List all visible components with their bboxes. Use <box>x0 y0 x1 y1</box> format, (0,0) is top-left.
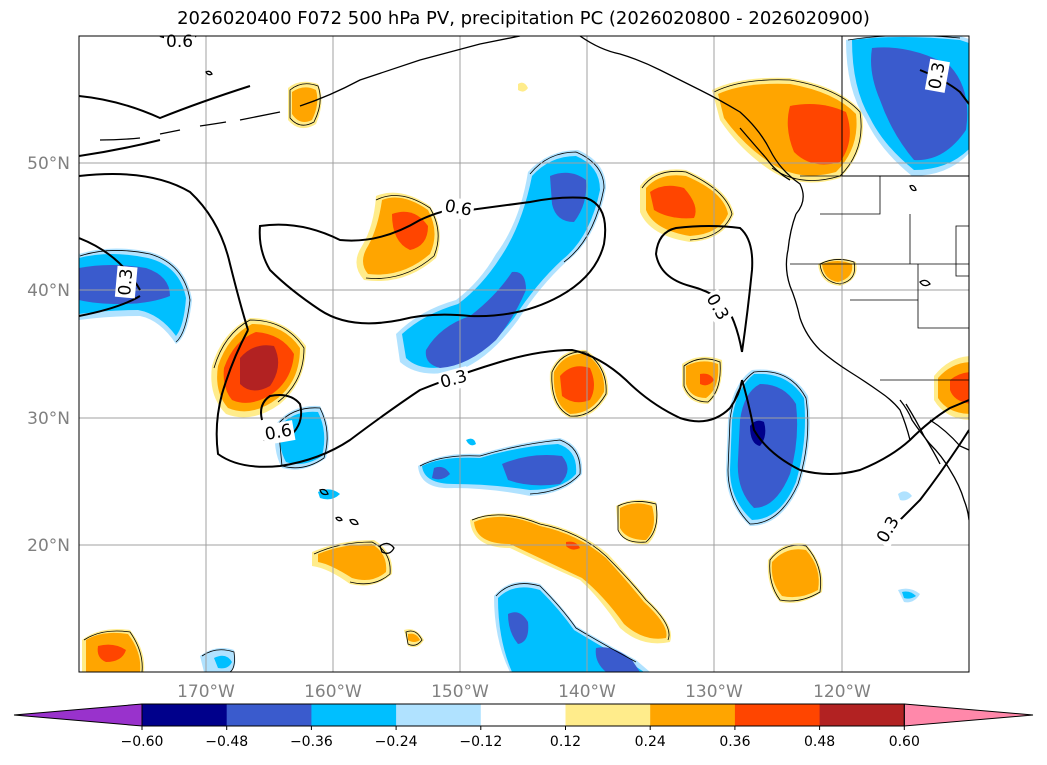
contour-label-halo <box>924 58 950 93</box>
colorbar-swatch <box>819 704 905 726</box>
lon-tick-labels: 170°W 160°W 150°W 140°W 130°W 120°W <box>177 682 871 702</box>
colorbar-tick-label: 0.36 <box>719 734 750 750</box>
pv-contour-0.3 <box>79 173 249 331</box>
colorbar-tick-label: −0.48 <box>205 734 248 750</box>
precip-negative-blob <box>595 647 640 672</box>
contour-label: 0.3 <box>925 61 949 91</box>
precip-positive-blob <box>408 633 420 642</box>
contour-label: 0.6 <box>263 421 293 445</box>
precip-positive-blob <box>560 366 594 403</box>
colorbar-extension-low <box>13 703 143 727</box>
pv-contour-0.3 <box>741 379 969 475</box>
contour-label-halo <box>700 288 734 326</box>
coastlines <box>99 36 969 554</box>
map-title: 2026020400 F072 500 hPa PV, precipitatio… <box>177 8 870 29</box>
colorbar-frame <box>141 703 905 727</box>
colorbar: −0.60 −0.48 −0.36 −0.24 −0.12 0.12 0.24 0.36 0.4… <box>13 703 1034 750</box>
colorbar-tick-label: −0.60 <box>121 734 164 750</box>
colorbar-tick-label: −0.36 <box>290 734 333 750</box>
precip-positive-blob <box>318 544 387 580</box>
colorbar-swatch <box>480 704 566 726</box>
colorbar-swatch <box>142 704 228 726</box>
lon-label-150w: 150°W <box>431 682 489 702</box>
precip-outlines <box>79 36 961 672</box>
precip-negative-blob <box>466 438 476 446</box>
precip-negative-blob <box>318 489 340 500</box>
precip-positive-blob <box>787 104 850 165</box>
precip-negative-blob <box>502 455 568 486</box>
colorbar-swatch <box>650 704 736 726</box>
lat-label-40n: 40°N <box>27 281 70 301</box>
colorbar-swatch <box>311 704 397 726</box>
precip-positive-blob <box>97 644 126 662</box>
precip-positive-blob <box>700 373 714 386</box>
lon-label-140w: 140°W <box>558 682 616 702</box>
map-frame <box>78 35 970 673</box>
contour-labels: 0.6 0.6 0.3 0.3 0.3 0.3 0.3 0.6 <box>114 32 950 549</box>
precip-positive-blob <box>518 82 528 92</box>
colorbar-tick-label: −0.24 <box>375 734 418 750</box>
contour-label-halo <box>114 265 138 299</box>
colorbar-swatch <box>396 704 482 726</box>
pv-contour-0.3 <box>79 295 141 317</box>
colorbar-swatch <box>226 704 312 726</box>
lat-label-50n: 50°N <box>27 154 70 174</box>
lon-label-120w: 120°W <box>813 682 871 702</box>
colorbar-tick-label: 0.60 <box>889 734 920 750</box>
pv-contour-0.6 <box>258 196 607 325</box>
precip-positive-blob <box>771 549 819 598</box>
lon-label-160w: 160°W <box>304 682 362 702</box>
lat-label-30n: 30°N <box>27 409 70 429</box>
precip-negative-blob <box>898 491 912 501</box>
lat-label-20n: 20°N <box>27 536 70 556</box>
colorbar-tick-label: −0.12 <box>459 734 502 750</box>
contour-label: 0.6 <box>166 32 193 52</box>
precip-positive-blob <box>650 185 696 219</box>
region-box <box>841 36 969 177</box>
contour-label: 0.6 <box>443 196 473 220</box>
lon-label-170w: 170°W <box>177 682 235 702</box>
lon-label-130w: 130°W <box>685 682 743 702</box>
precip-positive-blob <box>822 261 853 282</box>
precip-positive-blob <box>620 503 654 540</box>
precip-positive-blob <box>566 541 580 550</box>
contour-label-halo <box>164 32 196 52</box>
contour-label-halo <box>872 511 905 549</box>
precip-negative-blob <box>902 591 916 599</box>
contour-label: 0.3 <box>115 268 137 297</box>
precip-negative-blob <box>432 466 450 480</box>
pv-contour-0.6 <box>79 85 251 120</box>
colorbar-tick-label: 0.48 <box>804 734 835 750</box>
colorbar-tick-label: 0.12 <box>550 734 581 750</box>
colorbar-swatch <box>734 704 821 726</box>
colorbar-swatch <box>565 704 651 726</box>
contour-label-halo <box>261 420 296 446</box>
contour-label-halo <box>436 365 472 394</box>
colorbar-tick-label: 0.24 <box>635 734 666 750</box>
colorbar-extension-high <box>903 703 1034 727</box>
pv-contour-0.6 <box>79 139 161 157</box>
precip-positive-blob <box>474 516 667 639</box>
contour-label-halo <box>441 195 476 221</box>
precip-negative-blob <box>508 612 529 644</box>
precip-negative-blob <box>425 271 526 368</box>
precip-negative-blob <box>214 655 232 669</box>
lat-tick-labels: 50°N 40°N 30°N 20°N <box>27 154 70 556</box>
precip-positive-blob <box>240 345 279 391</box>
